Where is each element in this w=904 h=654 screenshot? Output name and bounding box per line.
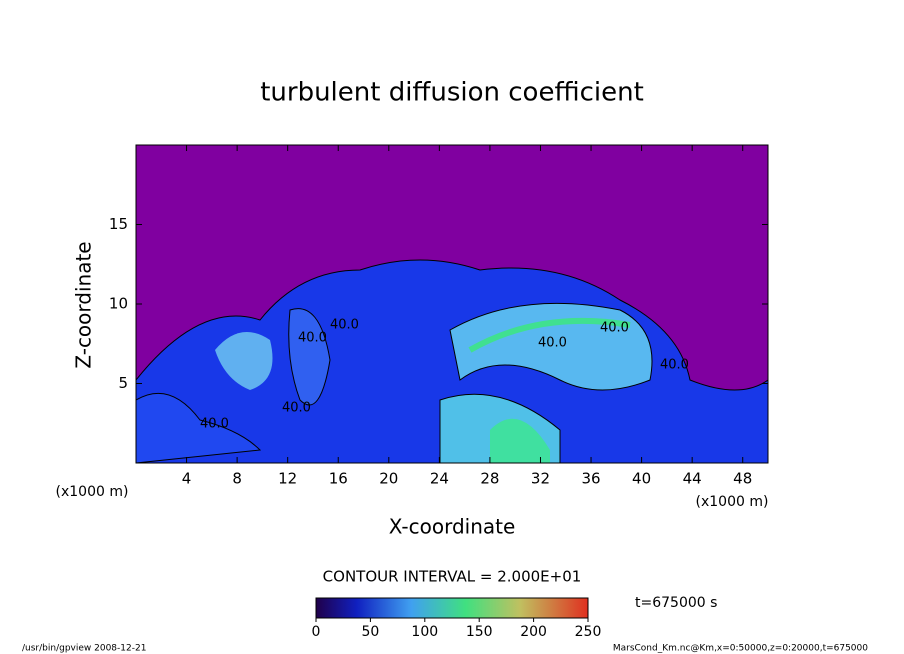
x-tick-label: 40 [632,470,651,488]
y-tick-label: 15 [109,215,128,233]
x-tick-label: 12 [278,470,297,488]
contour-label: 40.0 [200,417,229,432]
x-tick-label: 28 [480,470,499,488]
y-axis-title: Z-coordinate [72,241,96,368]
x-tick-label: 16 [329,470,348,488]
footer-left: /usr/bin/gpview 2008-12-21 [22,644,146,654]
field [136,259,768,463]
colorbar-tick-label: 200 [520,624,547,640]
contour-label: 40.0 [538,336,567,351]
x-tick-label: 24 [430,470,449,488]
footer-right: MarsCond_Km.nc@Km,x=0:50000,z=0:20000,t=… [613,644,868,654]
x-tick-label: 32 [531,470,550,488]
colorbar-tick-label: 250 [575,624,602,640]
colorbar-tick-label: 100 [411,624,438,640]
colorbar-tick-label: 50 [361,624,379,640]
contour-interval: CONTOUR INTERVAL = 2.000E+01 [323,568,582,586]
chart-title: turbulent diffusion coefficient [260,78,644,108]
x-tick-label: 48 [733,470,752,488]
x-axis-title: X-coordinate [389,515,516,539]
colorbar-tick-label: 150 [466,624,493,640]
y-tick-label: 10 [109,295,128,313]
y-tick-label: 5 [118,374,128,392]
contour-label: 40.0 [330,318,359,333]
contour-label: 40.0 [298,331,327,346]
x-tick-label: 20 [379,470,398,488]
contour-label: 40.0 [282,401,311,416]
x-tick-label: 44 [683,470,702,488]
x-unit-label: (x1000 m) [696,494,769,510]
x-tick-label: 8 [232,470,242,488]
colorbar-tick-label: 0 [312,624,321,640]
contour-label: 40.0 [660,358,689,373]
x-unit-label: (x1000 m) [56,484,129,500]
time-label: t=675000 s [635,595,717,611]
x-tick-label: 4 [182,470,192,488]
colorbar [315,597,589,619]
contour-label: 40.0 [600,321,629,336]
x-tick-label: 36 [581,470,600,488]
